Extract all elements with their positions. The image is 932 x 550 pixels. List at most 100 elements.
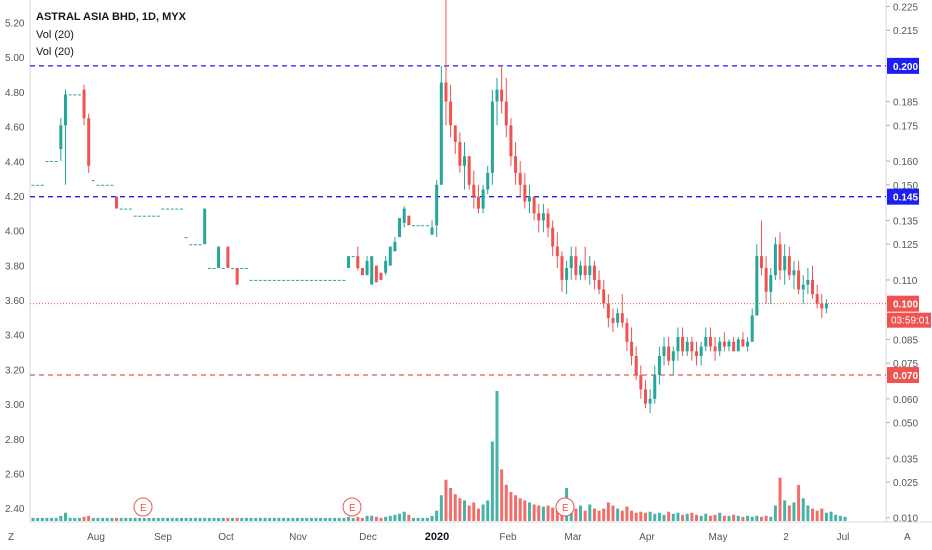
volume-bar	[509, 492, 513, 521]
volume-bar	[175, 517, 179, 521]
volume-bar	[625, 506, 629, 521]
volume-bar	[486, 500, 490, 521]
candle-body	[620, 313, 624, 323]
left-axis-tick-label: 4.40	[5, 157, 25, 168]
candle-body	[184, 237, 188, 239]
volume-bar	[193, 517, 197, 521]
candle-body	[282, 279, 286, 281]
indicator-label-1[interactable]: Vol (20)	[36, 29, 74, 41]
candle-body	[77, 94, 81, 96]
earnings-marker	[133, 497, 153, 517]
volume-bar	[523, 500, 527, 521]
volume-bar	[630, 510, 634, 521]
volume-bar	[101, 517, 105, 521]
candle-body	[398, 218, 402, 238]
time-axis[interactable]: Aug Sep Oct Nov Dec 2020 Feb Mar Apr May 2 Jul	[87, 531, 849, 543]
volume-bar	[481, 504, 485, 521]
volume-bar	[634, 512, 638, 521]
volume-bar	[402, 511, 406, 521]
candle-body	[472, 184, 476, 197]
volume-bar	[444, 479, 448, 521]
candle-body	[792, 270, 796, 276]
volume-bar	[309, 517, 313, 521]
volume-bar	[351, 517, 355, 521]
candle-body	[444, 82, 448, 102]
left-axis-tick-label: 4.80	[5, 88, 25, 99]
volume-bar	[778, 477, 782, 521]
volume-bar	[133, 517, 137, 521]
right-axis-tick-label: 0.215	[893, 26, 918, 37]
candle-body	[166, 208, 170, 210]
volume-bar	[226, 517, 230, 521]
volume-bar	[272, 517, 276, 521]
volume-bar	[286, 517, 290, 521]
volume-bar	[639, 511, 643, 521]
price-label-text: 0.145	[893, 193, 918, 204]
candle-body	[759, 256, 763, 269]
volume-bar	[198, 517, 202, 521]
auto-scale-button[interactable]: A	[904, 532, 911, 543]
volume-bar	[295, 517, 299, 521]
volume-bar	[537, 505, 541, 521]
candle-body	[704, 336, 708, 347]
right-axis-tick-label: 0.185	[893, 98, 918, 109]
volume-bar	[820, 508, 824, 521]
candle-body	[45, 160, 49, 162]
volume-bar	[824, 512, 828, 521]
volume-bar	[555, 508, 559, 521]
candle-body	[560, 256, 564, 280]
candle-body	[467, 156, 471, 185]
volume-bar	[783, 500, 787, 521]
candle-body	[616, 313, 620, 323]
candle-body	[240, 268, 244, 270]
left-axis-tick-label: 4.20	[5, 192, 25, 203]
volume-bar	[551, 507, 555, 521]
price-label-box	[887, 295, 919, 312]
left-axis-tick-label: 2.60	[5, 469, 25, 480]
volume-bar	[708, 515, 712, 521]
candle-body	[653, 375, 657, 399]
volume-bar	[769, 516, 773, 521]
left-axis-tick-label: 3.20	[5, 365, 25, 376]
indicator-label-2[interactable]: Vol (20)	[36, 46, 74, 58]
candlesticks[interactable]	[31, 0, 828, 414]
volume-bar	[314, 517, 318, 521]
candle-body	[481, 189, 485, 209]
candle-body	[272, 279, 276, 281]
candle-body	[337, 279, 341, 281]
volume-bar	[759, 516, 763, 521]
candle-body	[722, 341, 726, 347]
volume-bar	[602, 508, 606, 521]
candle-body	[351, 256, 355, 258]
earnings-marker-label: E	[562, 503, 569, 514]
left-price-axis[interactable]: 5.20 5.00 4.80 4.60 4.40 4.20 4.00 3.80 3.60 3.40…	[5, 19, 25, 516]
volume-bar	[203, 517, 207, 521]
volume-bar	[495, 391, 499, 521]
candle-body	[179, 208, 183, 210]
left-axis-tick-label: 3.60	[5, 296, 25, 307]
candle-body	[611, 317, 615, 323]
candle-body	[681, 336, 685, 352]
candle-body	[217, 246, 221, 269]
volume-bar	[746, 515, 750, 521]
chart-title: ASTRAL ASIA BHD, 1D, MYX	[36, 11, 187, 23]
volume-bar	[504, 484, 508, 521]
volume-bar	[235, 517, 239, 521]
volume-bar	[681, 514, 685, 521]
volume-bar	[662, 514, 666, 521]
volume-bar	[138, 517, 142, 521]
volume-bar	[221, 517, 225, 521]
candle-body	[463, 156, 467, 166]
right-price-axis[interactable]: 0.225 0.215 0.185 0.175 0.160 0.150 0.135 0.125…	[886, 2, 918, 525]
candle-body	[370, 256, 374, 285]
candle-body	[486, 172, 490, 190]
left-axis-tick-label: 3.80	[5, 261, 25, 272]
right-axis-tick-label: 0.025	[893, 478, 918, 489]
horizontal-lines[interactable]	[30, 65, 886, 376]
zoom-button[interactable]: Z	[8, 532, 14, 543]
volume-bar	[732, 514, 736, 521]
volume-bar	[161, 517, 165, 521]
time-axis-label: Feb	[499, 532, 517, 543]
